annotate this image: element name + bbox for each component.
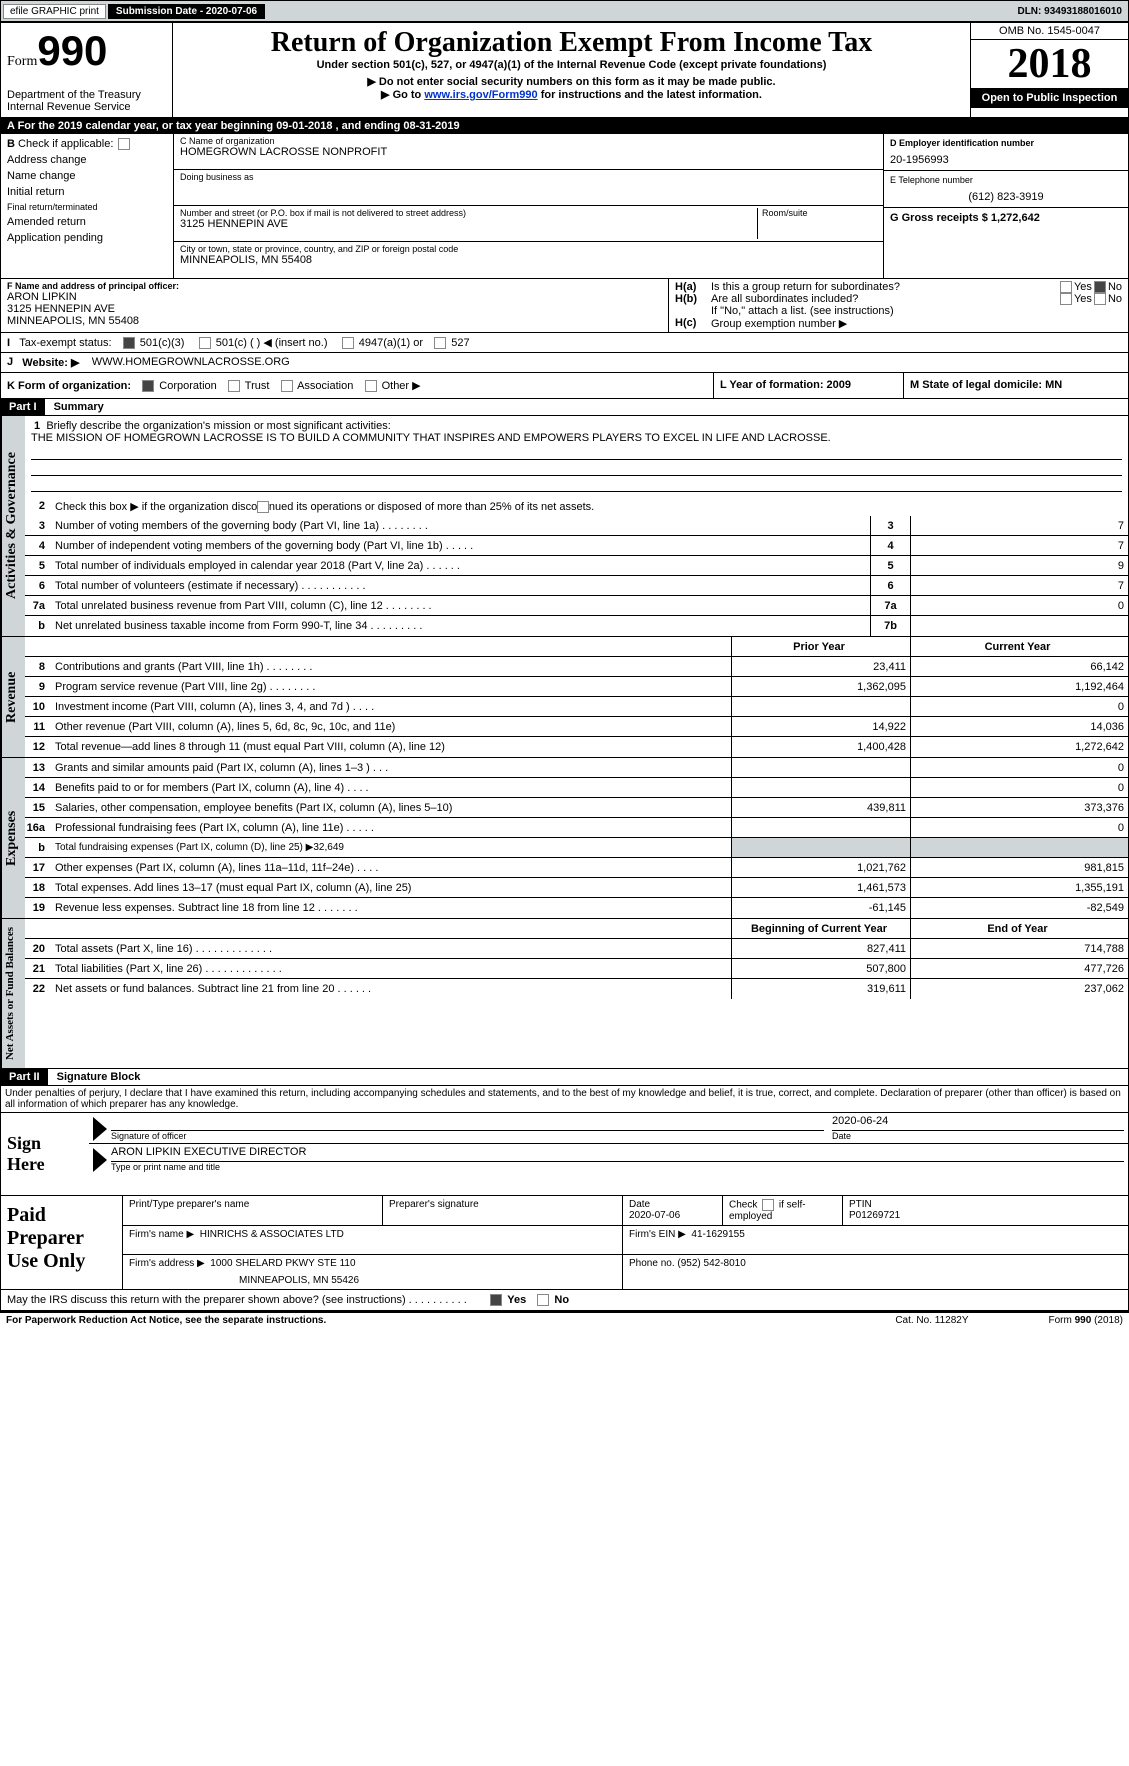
form-subtitle: Under section 501(c), 527, or 4947(a)(1)…: [177, 59, 966, 71]
assoc-checkbox[interactable]: [281, 380, 293, 392]
status-527-checkbox[interactable]: [434, 337, 446, 349]
year-formation: L Year of formation: 2009: [713, 373, 903, 398]
paid-preparer-label: Paid Preparer Use Only: [1, 1196, 123, 1289]
pra-notice: For Paperwork Reduction Act Notice, see …: [6, 1315, 326, 1326]
self-employed-checkbox[interactable]: [762, 1199, 774, 1211]
sidebar-expenses: Expenses: [1, 758, 25, 918]
ha-yes-checkbox[interactable]: [1060, 281, 1072, 293]
form-number-box: Form990 Department of the Treasury Inter…: [1, 23, 173, 117]
group-return-box: H(a) Is this a group return for subordin…: [669, 279, 1128, 332]
trust-checkbox[interactable]: [228, 380, 240, 392]
sign-here-label: Sign Here: [1, 1113, 89, 1195]
part2-title: Signature Block: [51, 1069, 147, 1085]
sidebar-activities: Activities & Governance: [1, 416, 25, 636]
status-501c3-checkbox[interactable]: [123, 337, 135, 349]
irs-link[interactable]: www.irs.gov/Form990: [424, 89, 537, 101]
tax-year: 2018: [971, 40, 1128, 88]
corp-checkbox[interactable]: [142, 380, 154, 392]
tax-status-row: I Tax-exempt status: 501(c)(3) 501(c) ( …: [1, 333, 1128, 353]
discuss-no-checkbox[interactable]: [537, 1294, 549, 1306]
form-note1: ▶ Do not enter social security numbers o…: [177, 75, 966, 88]
form-title-box: Return of Organization Exempt From Incom…: [173, 23, 970, 117]
dln-label: DLN: 93493188016010: [1017, 6, 1128, 17]
line-a: A For the 2019 calendar year, or tax yea…: [1, 118, 1128, 134]
website-row: J Website: ▶ WWW.HOMEGROWNLACROSSE.ORG: [1, 353, 1128, 373]
part2-label: Part II: [1, 1069, 48, 1085]
right-info-col: D Employer identification number 20-1956…: [883, 134, 1128, 278]
omb-label: OMB No. 1545-0047: [971, 23, 1128, 40]
org-name-col: C Name of organization HOMEGROWN LACROSS…: [173, 134, 883, 278]
part1-title: Summary: [48, 399, 110, 415]
hb-yes-checkbox[interactable]: [1060, 293, 1072, 305]
state-domicile: M State of legal domicile: MN: [903, 373, 1128, 398]
hb-no-checkbox[interactable]: [1094, 293, 1106, 305]
ha-no-checkbox[interactable]: [1094, 281, 1106, 293]
efile-button[interactable]: efile GRAPHIC print: [3, 4, 106, 19]
sign-arrow-icon: [93, 1117, 107, 1141]
checkbox-applicable[interactable]: [118, 138, 130, 150]
other-checkbox[interactable]: [365, 380, 377, 392]
form-title: Return of Organization Exempt From Incom…: [177, 27, 966, 59]
discuss-yes-checkbox[interactable]: [490, 1294, 502, 1306]
status-501c-checkbox[interactable]: [199, 337, 211, 349]
form-footer: Form 990 (2018): [1049, 1315, 1123, 1326]
form-org-row: K Form of organization: Corporation Trus…: [1, 373, 713, 398]
officer-box: F Name and address of principal officer:…: [1, 279, 669, 332]
submission-date-button[interactable]: Submission Date - 2020-07-06: [108, 4, 265, 19]
cat-no: Cat. No. 11282Y: [895, 1315, 968, 1326]
perjury-text: Under penalties of perjury, I declare th…: [1, 1086, 1128, 1113]
form-note2: ▶ Go to www.irs.gov/Form990 for instruct…: [177, 88, 966, 101]
check-applicable-col: B Check if applicable: Address change Na…: [1, 134, 173, 278]
mission-block: 1 Briefly describe the organization's mi…: [25, 416, 1128, 496]
part1-label: Part I: [1, 399, 45, 415]
sidebar-netassets: Net Assets or Fund Balances: [1, 919, 25, 1068]
sidebar-revenue: Revenue: [1, 637, 25, 757]
year-box: OMB No. 1545-0047 2018 Open to Public In…: [970, 23, 1128, 117]
status-4947-checkbox[interactable]: [342, 337, 354, 349]
name-arrow-icon: [93, 1148, 107, 1172]
open-inspection-badge: Open to Public Inspection: [971, 88, 1128, 108]
discuss-row: May the IRS discuss this return with the…: [1, 1290, 1128, 1312]
discontinued-checkbox[interactable]: [257, 501, 269, 513]
